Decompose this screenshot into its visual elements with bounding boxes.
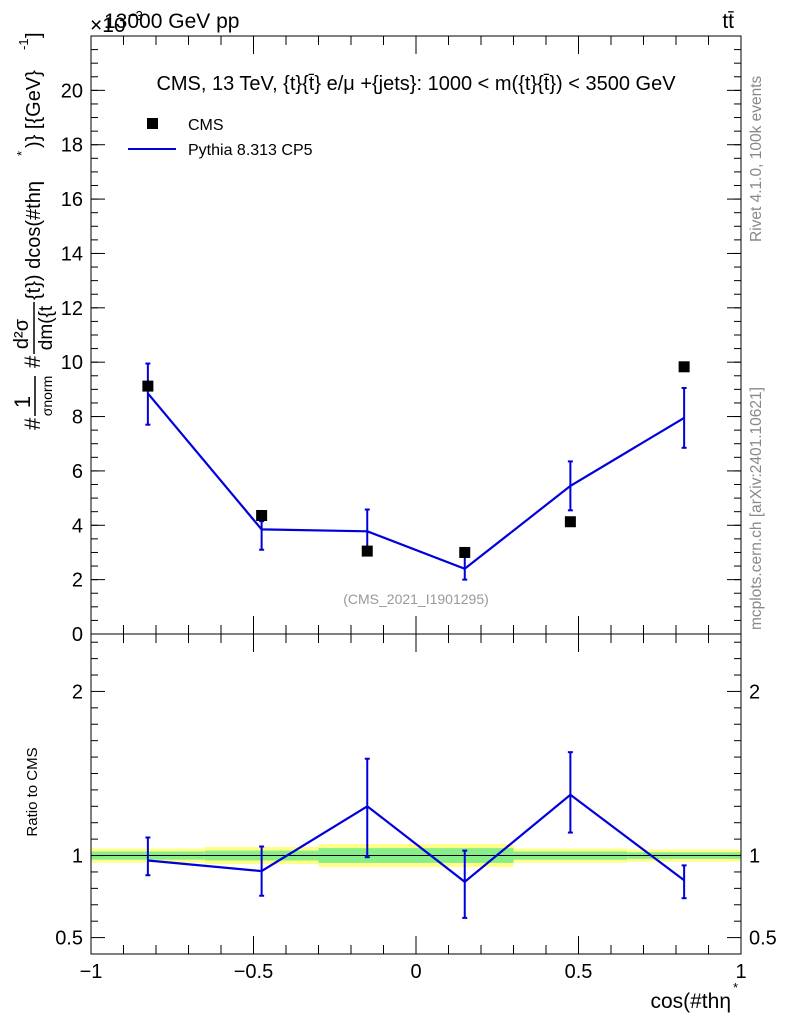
- ratio-y-axis: 0.5 0.5 1 1 2 2: [55, 641, 777, 950]
- x-tick-label: 0.5: [565, 961, 593, 983]
- x-tick-label: −0.5: [234, 961, 273, 983]
- x-tick-label: −1: [80, 961, 103, 983]
- header-energy-label: 13000 GeV pp: [104, 10, 239, 33]
- x-tick-label: 0: [410, 961, 421, 983]
- main-y-tick-label: 18: [61, 135, 83, 157]
- ylabel-hash-1: #: [20, 417, 45, 430]
- ylabel-body: {t}) dcos(#thη: [23, 181, 45, 300]
- legend: CMS Pythia 8.313 CP5: [128, 117, 313, 159]
- ylabel-frac2-den: dm({t: [36, 305, 57, 350]
- main-y-tick-label: 16: [61, 189, 83, 211]
- main-y-tick-label: 2: [72, 570, 83, 592]
- x-axis-title: cos(#thη: [650, 990, 731, 1013]
- main-y-axis: 0 2 4 6 8 10 12 14 16 18 20: [61, 35, 741, 646]
- main-y-tick-label: 12: [61, 298, 83, 320]
- cms-data-point: [142, 380, 154, 392]
- mcplots-url-label: mcplots.cern.ch [arXiv:2401.10621]: [748, 387, 765, 630]
- ratio-y-tick-label-right: 0.5: [749, 928, 777, 950]
- ylabel-unit-exp: -1: [16, 38, 31, 50]
- main-y-tick-label: 8: [72, 407, 83, 429]
- ratio-y-axis-title: Ratio to CMS: [24, 747, 41, 836]
- ratio-series-line: [147, 793, 685, 884]
- main-data-marks: [142, 361, 690, 581]
- cms-data-point: [564, 516, 576, 528]
- analysis-tag: (CMS_2021_I1901295): [343, 591, 489, 607]
- ylabel-hash-2: #: [20, 355, 45, 368]
- header-process-label: tt̄: [722, 10, 734, 33]
- x-tick-label: 1: [735, 961, 746, 983]
- main-y-tick-label: 4: [72, 515, 83, 537]
- header-scale-label: ×10: [90, 14, 126, 37]
- cms-data-point: [459, 546, 471, 558]
- ratio-y-tick-label-left: 1: [72, 846, 83, 868]
- main-y-tick-label: 6: [72, 461, 83, 483]
- main-y-axis-title: # 1 σnorm # d²σ dm({t {t}) dcos(#thη * )…: [10, 32, 57, 430]
- legend-cms-marker: [147, 118, 158, 129]
- main-y-tick-label: 14: [61, 243, 83, 265]
- main-y-tick-label: 0: [72, 624, 83, 646]
- main-x-axis: [90, 36, 742, 634]
- main-y-tick-label: 20: [61, 80, 83, 102]
- cms-data-point: [256, 509, 268, 521]
- main-panel: 0 2 4 6 8 10 12 14 16 18 20 CMS, 13 TeV, {t}{t̄} e…: [10, 32, 742, 646]
- rivet-version-label: Rivet 4.1.0, 100k events: [748, 75, 765, 242]
- ratio-y-tick-label-right: 1: [749, 846, 760, 868]
- main-plot-title: CMS, 13 TeV, {t}{t̄} e/μ +{jets}: 1000 <…: [156, 73, 676, 95]
- ylabel-star: *: [14, 151, 29, 156]
- pythia-series-line: [147, 392, 685, 571]
- ylabel-frac2-num: d²σ: [11, 318, 33, 349]
- ratio-x-axis: −1 −0.5 0 0.5 1: [80, 634, 747, 983]
- ratio-y-tick-label-left: 0.5: [55, 928, 83, 950]
- legend-cms-label: CMS: [188, 117, 224, 134]
- main-y-tick-label: 10: [61, 352, 83, 374]
- ylabel-unit: )} [{GeV}: [23, 70, 45, 148]
- x-axis-title-sup: *: [733, 980, 738, 995]
- ratio-panel: 0.5 0.51 12 2 −1 −0.5 0 0.5 1 Ratio to CMS cos(…: [24, 633, 777, 1013]
- cms-data-point: [678, 361, 690, 373]
- header-scale-exponent: −3: [128, 8, 143, 23]
- legend-pythia-label: Pythia 8.313 CP5: [188, 142, 313, 159]
- ratio-plot-frame: [90, 633, 742, 955]
- ratio-y-tick-label-right: 2: [749, 681, 760, 703]
- ylabel-frac1-den: σnorm: [39, 376, 55, 417]
- cms-data-point: [361, 545, 373, 557]
- ylabel-frac1-num: 1: [10, 396, 35, 408]
- ratio-data-marks: [145, 751, 687, 919]
- ylabel-close: ]: [23, 32, 45, 38]
- ratio-y-tick-label-left: 2: [72, 681, 83, 703]
